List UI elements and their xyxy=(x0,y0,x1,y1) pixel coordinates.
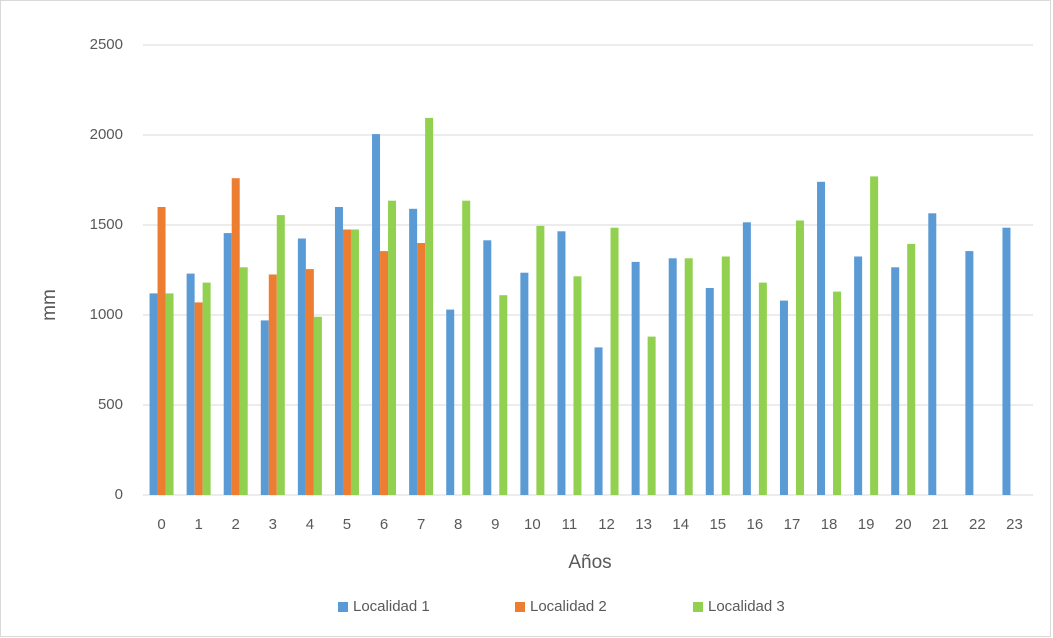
bar xyxy=(817,181,826,496)
y-tick-label: 0 xyxy=(115,486,123,503)
bar xyxy=(268,274,277,495)
bar xyxy=(231,178,240,495)
bar xyxy=(520,272,529,495)
bar xyxy=(194,302,203,495)
x-tick-label: 3 xyxy=(269,516,277,533)
bar xyxy=(779,300,788,495)
x-tick-label: 23 xyxy=(1006,516,1023,533)
x-tick-label: 8 xyxy=(454,516,462,533)
bar xyxy=(907,243,916,495)
bar xyxy=(870,176,879,495)
bar xyxy=(854,256,863,495)
x-tick-label: 19 xyxy=(858,516,875,533)
bar xyxy=(483,240,492,495)
bar xyxy=(446,309,455,495)
legend-label: Localidad 2 xyxy=(530,598,607,615)
bar xyxy=(372,134,381,495)
x-tick-label: 10 xyxy=(524,516,541,533)
x-tick-label: 7 xyxy=(417,516,425,533)
bar xyxy=(721,256,730,495)
x-tick-label: 15 xyxy=(709,516,726,533)
bar xyxy=(313,316,322,495)
bar xyxy=(417,243,426,495)
bar xyxy=(157,207,166,495)
bar xyxy=(631,261,640,495)
bar xyxy=(668,258,677,495)
x-tick-label: 16 xyxy=(747,516,764,533)
x-tick-label: 12 xyxy=(598,516,615,533)
x-tick-label: 17 xyxy=(784,516,801,533)
bar xyxy=(297,238,306,495)
x-tick-label: 1 xyxy=(194,516,202,533)
bar xyxy=(462,200,471,495)
bar xyxy=(833,291,842,495)
y-tick-label: 2000 xyxy=(90,126,123,143)
bar xyxy=(795,220,804,495)
bar xyxy=(965,251,974,495)
bar xyxy=(1002,227,1011,495)
bar xyxy=(186,273,195,495)
x-tick-label: 13 xyxy=(635,516,652,533)
bar xyxy=(928,213,937,496)
bar xyxy=(758,282,767,495)
bar xyxy=(705,288,714,495)
bar xyxy=(409,208,418,496)
bar xyxy=(536,225,545,495)
x-tick-label: 14 xyxy=(672,516,689,533)
x-tick-label: 5 xyxy=(343,516,351,533)
bar xyxy=(557,231,566,496)
x-tick-label: 4 xyxy=(306,516,314,533)
x-tick-label: 22 xyxy=(969,516,986,533)
bar xyxy=(239,267,248,495)
bar xyxy=(647,336,656,495)
bar xyxy=(610,227,619,495)
x-tick-label: 9 xyxy=(491,516,499,533)
bar xyxy=(149,293,158,495)
legend-swatch xyxy=(515,602,525,612)
x-tick-label: 11 xyxy=(562,516,578,533)
bar xyxy=(594,347,603,495)
bar xyxy=(573,276,582,495)
y-tick-label: 1500 xyxy=(90,216,123,233)
y-tick-label: 500 xyxy=(98,396,123,413)
bar xyxy=(425,117,434,496)
bar xyxy=(202,282,211,495)
bar xyxy=(165,293,174,495)
bar xyxy=(260,320,269,495)
bar xyxy=(305,269,314,495)
bar xyxy=(380,251,389,495)
y-tick-label: 2500 xyxy=(90,36,123,53)
x-tick-label: 21 xyxy=(932,516,949,533)
bar xyxy=(276,215,285,495)
legend-label: Localidad 1 xyxy=(353,598,430,615)
bar xyxy=(499,295,508,495)
x-tick-label: 6 xyxy=(380,516,388,533)
bar xyxy=(334,207,343,495)
x-axis-title: Años xyxy=(568,552,611,573)
y-tick-label: 1000 xyxy=(90,306,123,323)
x-tick-label: 18 xyxy=(821,516,838,533)
bar xyxy=(742,222,751,496)
bar xyxy=(388,200,397,495)
x-tick-label: 20 xyxy=(895,516,912,533)
bar xyxy=(684,258,693,495)
x-tick-label: 0 xyxy=(157,516,165,533)
bar xyxy=(350,229,359,495)
y-axis-title: mm xyxy=(39,289,60,321)
bar xyxy=(891,267,900,495)
bar xyxy=(223,233,232,495)
bar xyxy=(342,229,351,495)
legend-swatch xyxy=(693,602,703,612)
legend-swatch xyxy=(338,602,348,612)
legend-label: Localidad 3 xyxy=(708,598,785,615)
x-tick-label: 2 xyxy=(232,516,240,533)
